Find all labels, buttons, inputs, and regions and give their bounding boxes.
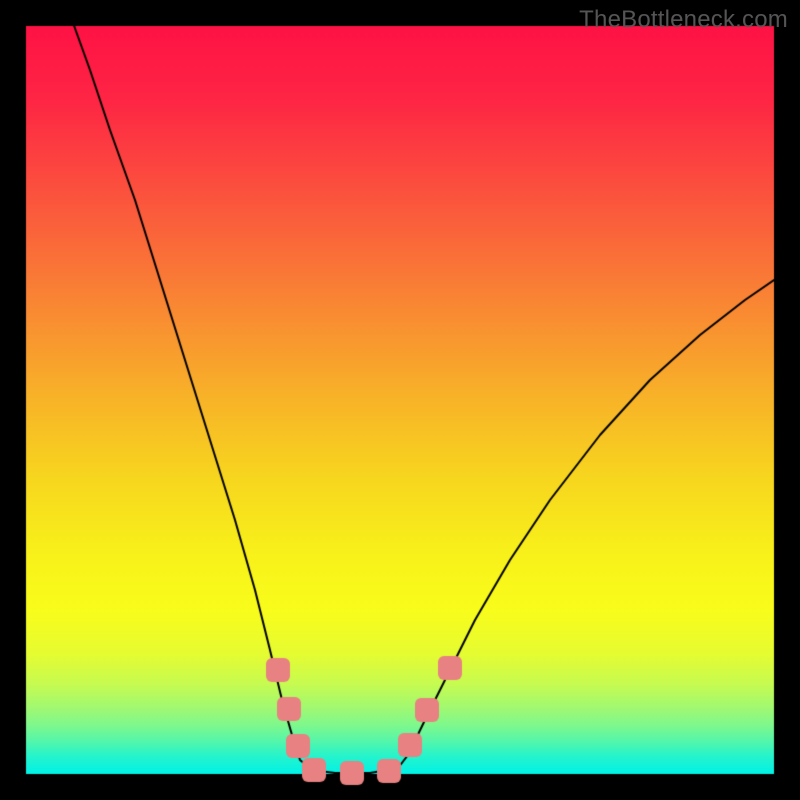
bottleneck-curve-chart [0,0,800,800]
watermark-text: TheBottleneck.com [579,6,788,34]
chart-stage: TheBottleneck.com [0,0,800,800]
